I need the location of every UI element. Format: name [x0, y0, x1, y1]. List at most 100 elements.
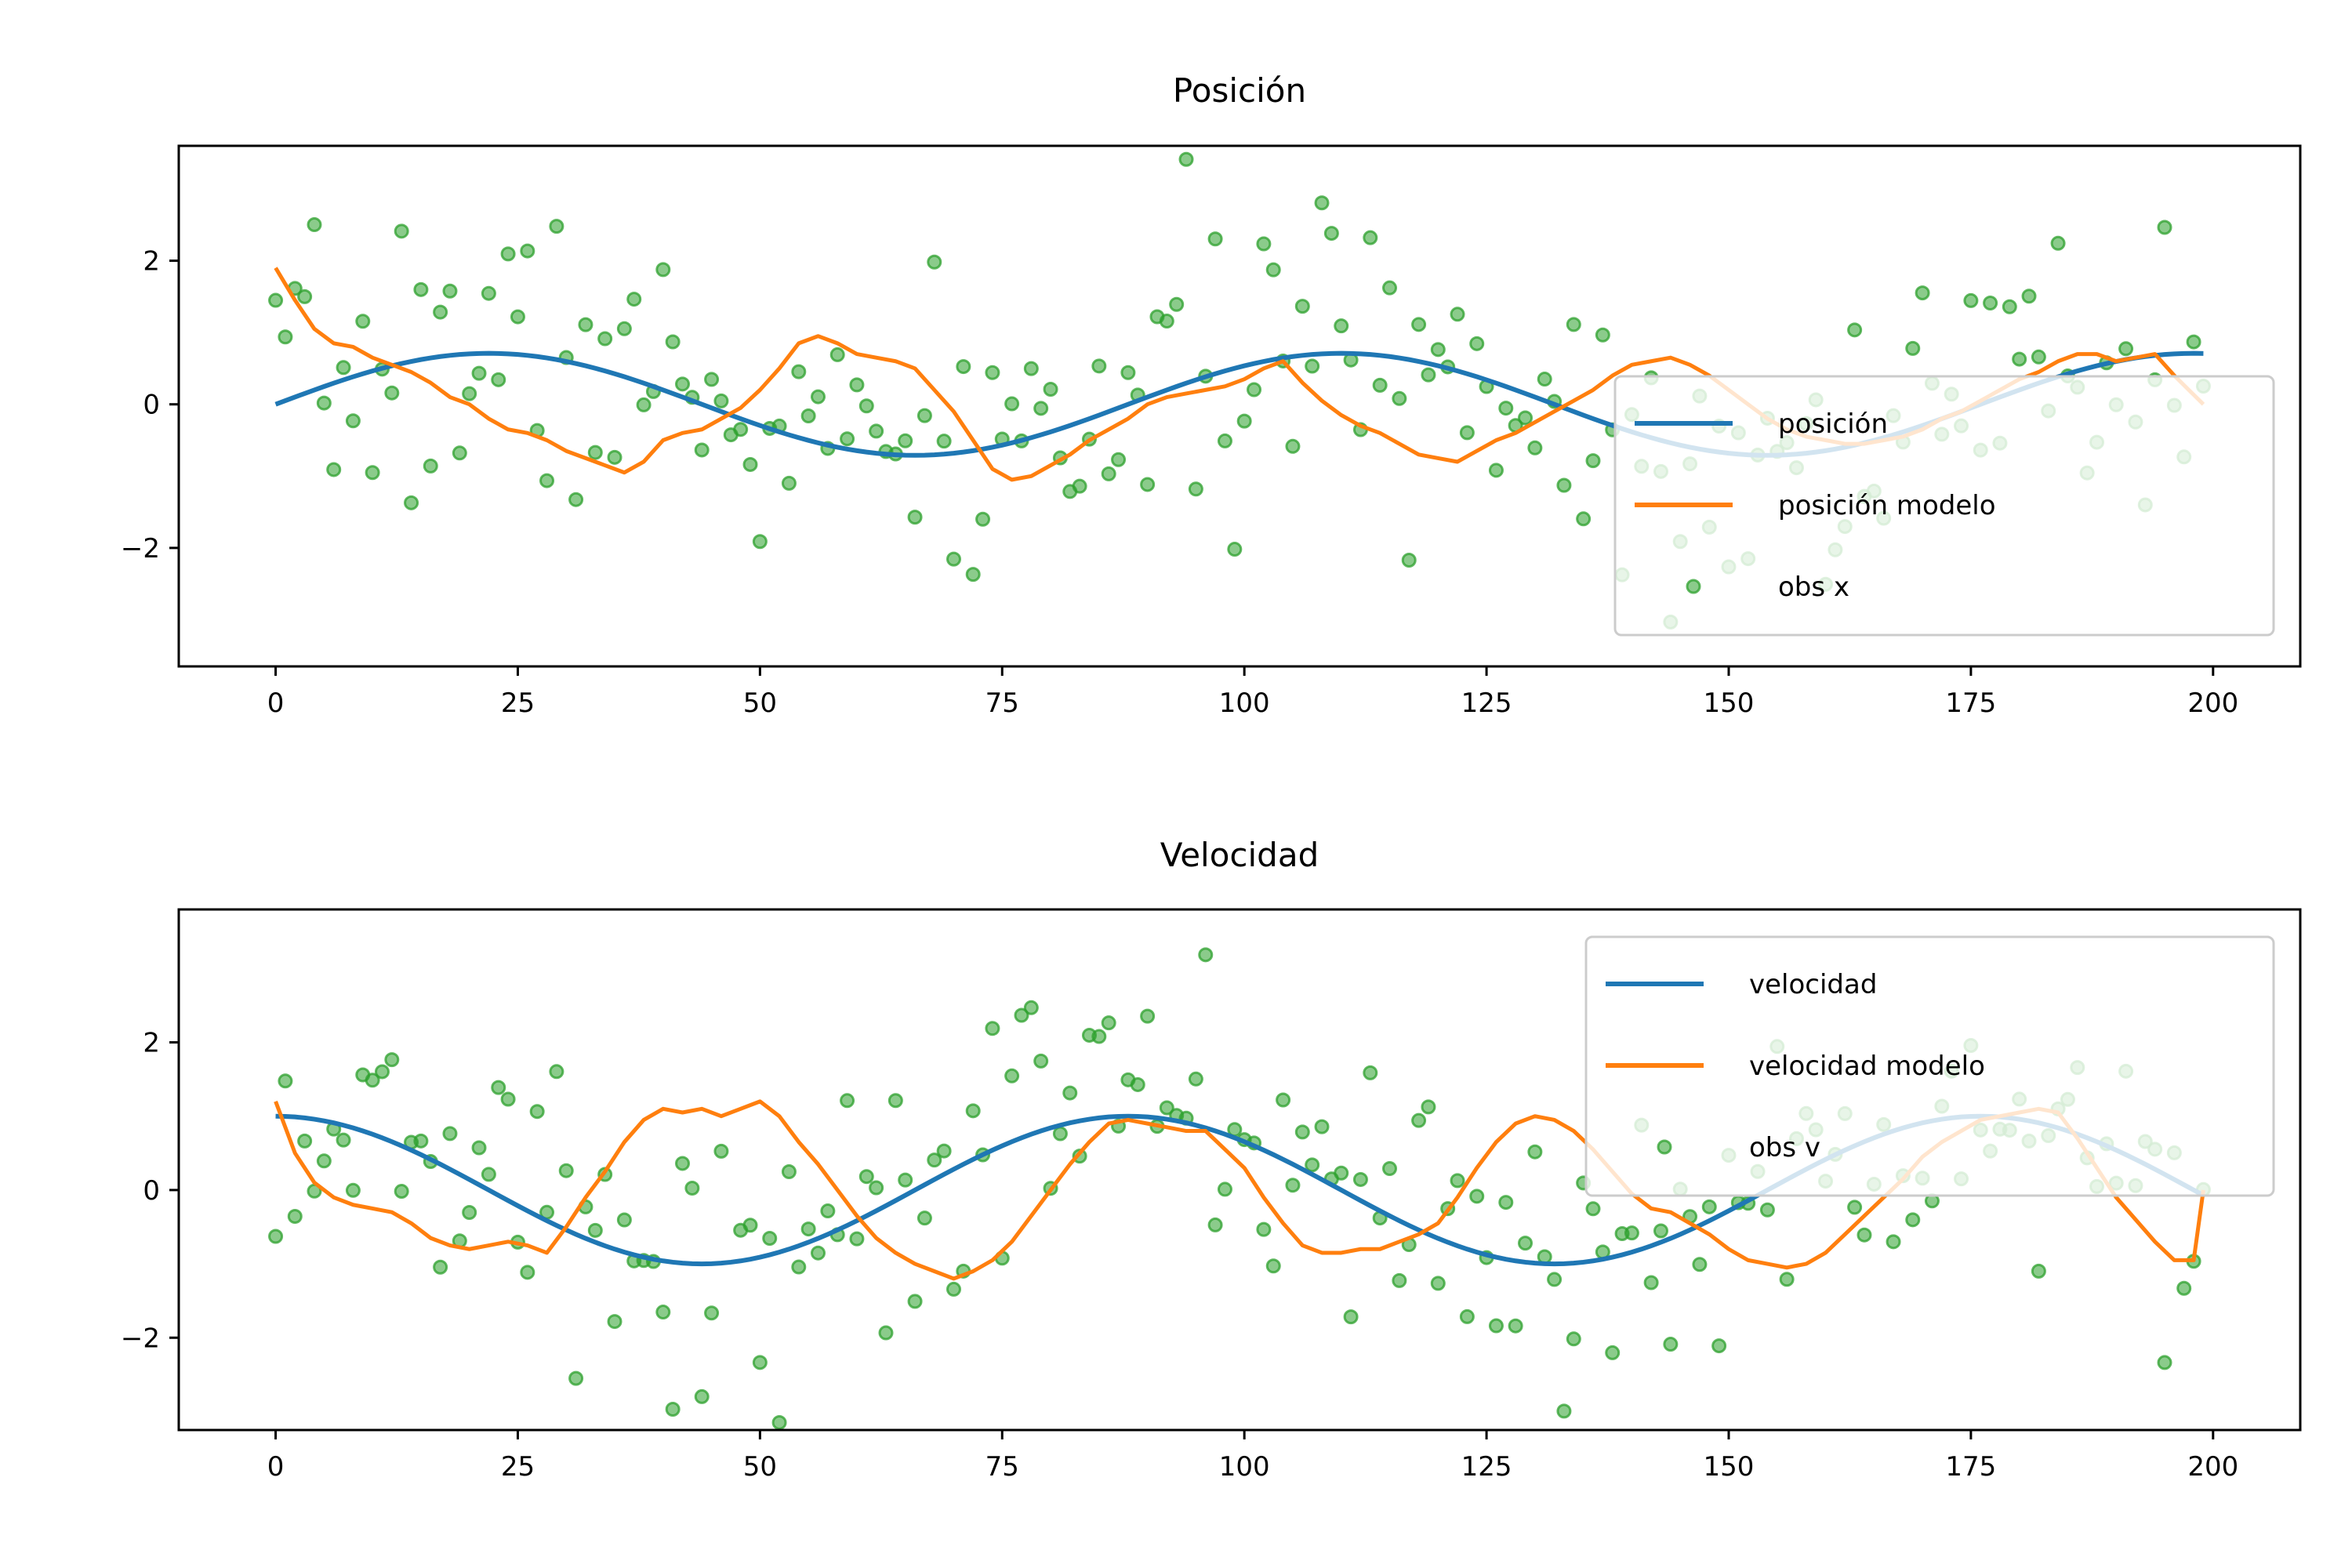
obs-point: [858, 1169, 874, 1185]
obs-point: [500, 1091, 516, 1107]
obs-point: [1352, 1171, 1368, 1187]
y-tick-label: −2: [121, 533, 160, 564]
obs-point: [1276, 1092, 1291, 1108]
obs-point: [927, 254, 942, 270]
obs-point: [1430, 342, 1446, 358]
obs-point: [1198, 947, 1214, 963]
obs-point: [1547, 1272, 1563, 1287]
obs-point: [1227, 542, 1243, 557]
position-panel: Posición 0 25 50 75 100 125 150 175 200 −2 0 2 posici…: [121, 71, 2302, 719]
obs-point: [1217, 433, 1232, 448]
obs-point: [2186, 334, 2201, 350]
obs-point: [781, 1163, 797, 1179]
obs-point: [742, 456, 758, 472]
legend-label: posición: [1778, 408, 1888, 440]
obs-point: [587, 445, 603, 460]
obs-point: [1605, 1345, 1621, 1360]
obs-point: [1469, 1189, 1485, 1204]
obs-point: [394, 1184, 409, 1200]
obs-point: [626, 292, 642, 307]
obs-point: [452, 445, 467, 461]
obs-point: [1294, 1124, 1310, 1140]
obs-point: [1130, 1076, 1145, 1092]
obs-point: [927, 1152, 942, 1168]
obs-point: [791, 1259, 807, 1275]
obs-point: [558, 1163, 574, 1178]
obs-point: [1382, 280, 1398, 296]
obs-point: [1430, 1276, 1446, 1291]
y-tick-label: 2: [143, 246, 160, 278]
legend-label: velocidad modelo: [1749, 1051, 1985, 1082]
obs-point: [694, 442, 710, 458]
obs-point: [829, 347, 845, 362]
x-tick-label: 175: [1945, 1451, 1996, 1483]
axes-frame: [177, 144, 2302, 668]
obs-point: [1527, 440, 1543, 456]
obs-point: [345, 413, 361, 429]
obs-point: [1527, 1144, 1543, 1160]
legend-marker-swatch: [1657, 1139, 1672, 1155]
obs-point: [985, 365, 1000, 380]
obs-point: [345, 1182, 361, 1198]
obs-point: [1411, 1112, 1427, 1128]
obs-point: [849, 1231, 865, 1247]
obs-point: [713, 393, 729, 408]
obs-point: [1963, 292, 1979, 308]
obs-point: [491, 372, 506, 387]
obs-point: [1653, 1223, 1668, 1239]
obs-point: [616, 1212, 632, 1228]
obs-point: [1372, 377, 1388, 393]
x-tick-label: 200: [2187, 1451, 2238, 1483]
obs-point: [1701, 1199, 1717, 1214]
obs-point: [1498, 401, 1514, 416]
obs-point: [336, 360, 351, 376]
obs-point: [724, 1432, 737, 1445]
obs-point: [1382, 1160, 1398, 1176]
obs-point: [1159, 314, 1174, 329]
obs-point: [840, 431, 855, 447]
legend: posición posición modelo obs x: [1613, 375, 2275, 637]
obs-point: [1188, 481, 1203, 497]
legend-label: velocidad: [1749, 969, 1877, 1000]
x-tick-label: 125: [1461, 1451, 1512, 1483]
obs-point: [1140, 477, 1156, 492]
obs-point: [1556, 477, 1572, 493]
obs-point: [2157, 1355, 2172, 1370]
obs-point: [887, 1093, 903, 1109]
obs-point: [907, 510, 923, 525]
obs-point: [1759, 1202, 1775, 1218]
obs-point: [1363, 230, 1378, 245]
obs-point: [800, 1221, 816, 1237]
x-tick-label: 50: [743, 688, 777, 719]
axes-frame: [177, 908, 2302, 1432]
chart-title: Velocidad: [1160, 836, 1319, 874]
obs-point: [307, 217, 322, 233]
obs-point: [597, 331, 613, 347]
obs-point: [549, 1064, 564, 1080]
chart-title: Posición: [1173, 71, 1306, 110]
obs-point: [2031, 1263, 2046, 1279]
obs-point: [578, 317, 593, 332]
obs-point: [1585, 1201, 1601, 1217]
obs-point: [742, 1218, 758, 1233]
obs-point: [1247, 382, 1262, 397]
obs-point: [1566, 1331, 1581, 1347]
obs-point: [442, 283, 458, 299]
obs-point: [733, 422, 749, 437]
obs-point: [1004, 1068, 1020, 1083]
obs-point: [1518, 410, 1534, 426]
obs-point: [916, 1210, 932, 1226]
x-tick-label: 75: [985, 688, 1019, 719]
obs-point: [1343, 1309, 1359, 1325]
obs-point: [975, 511, 991, 527]
obs-point: [404, 495, 419, 510]
obs-point: [413, 281, 429, 297]
obs-point: [1518, 1236, 1534, 1251]
obs-point: [2118, 341, 2134, 357]
obs-point: [713, 1143, 729, 1159]
obs-point: [675, 376, 691, 392]
obs-point: [520, 243, 535, 259]
obs-point: [1711, 1338, 1727, 1354]
x-tick-label: 200: [2187, 688, 2238, 719]
obs-point: [1498, 1195, 1514, 1210]
